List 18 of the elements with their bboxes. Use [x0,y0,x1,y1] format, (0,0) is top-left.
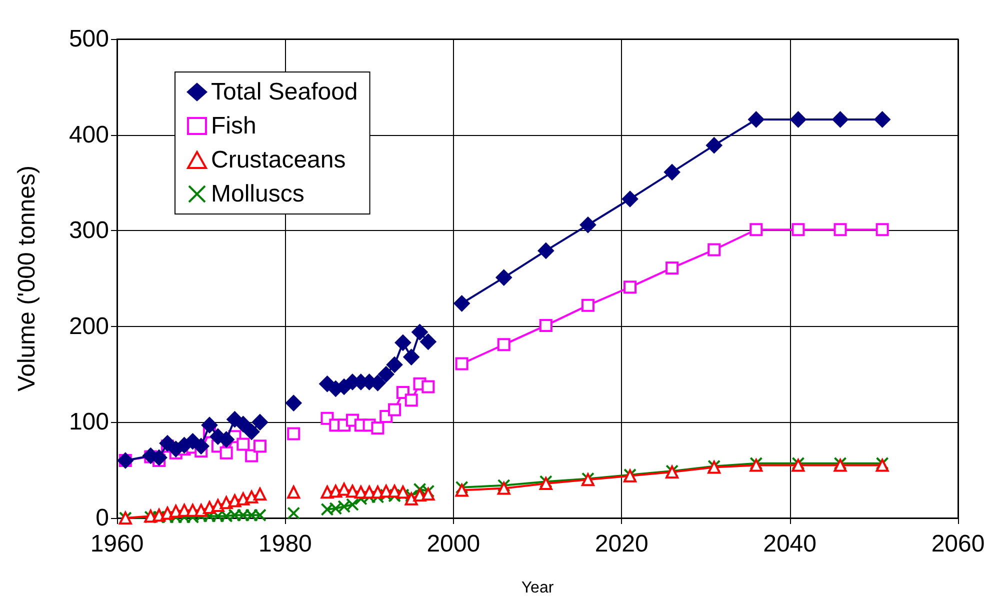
x-tick-label: 2040 [763,530,816,558]
x-tick-label: 2000 [426,530,480,558]
legend-label: Molluscs [211,180,304,208]
legend-label: Fish [211,112,256,140]
y-tick-label: 300 [68,217,109,244]
y-axis-title: Volume ('000 tonnes) [14,165,40,392]
x-tick-label: 1980 [258,530,312,558]
y-tick-label: 400 [68,121,109,148]
x-axis-title: Year [521,580,554,596]
legend-label: Crustaceans [211,146,346,174]
y-tick-label: 200 [68,312,109,340]
x-tick-label: 2060 [931,530,985,558]
legend-label: Total Seafood [211,78,358,106]
y-tick-label: 0 [96,504,109,532]
y-tick-label: 500 [68,26,109,52]
y-tick-label: 100 [68,408,109,436]
x-tick-label: 1960 [90,530,144,558]
x-tick-label: 2020 [594,530,648,558]
